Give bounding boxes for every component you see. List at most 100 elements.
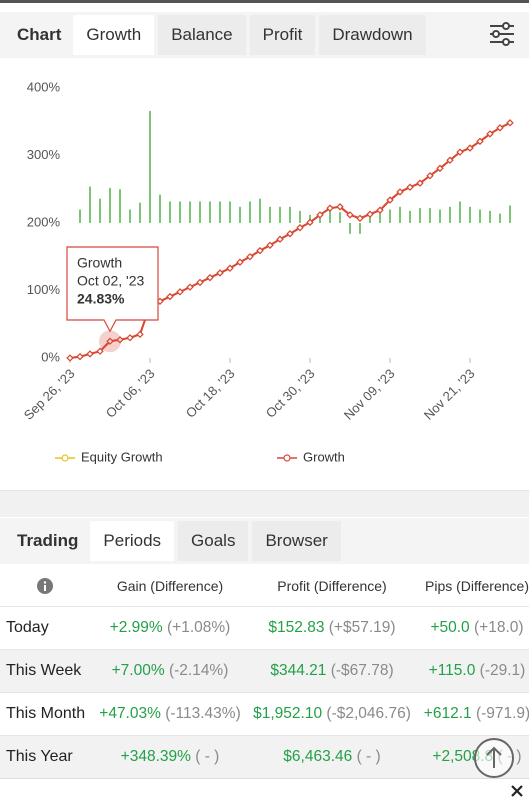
cell: $6,463.46 ( - ) (283, 748, 380, 766)
point (326, 204, 334, 212)
cell-value: $1,952.10 (253, 705, 323, 722)
bar (189, 201, 191, 223)
tabs-label: Chart (17, 25, 62, 44)
separator (0, 490, 529, 517)
bar (339, 212, 341, 223)
table-row: Today +2.99% (+1.08%) $152.83 (+$57.19) +50… (0, 607, 529, 650)
tab[interactable]: Browser (252, 521, 341, 561)
point (336, 203, 344, 211)
cell-difference: (+$57.19) (328, 619, 396, 636)
legend-item[interactable]: Equity Growth (55, 449, 163, 464)
cell-value: +2.99% (109, 619, 163, 636)
legend-marker (283, 454, 291, 462)
bar (249, 201, 251, 223)
point (96, 347, 104, 355)
bottom-bar (0, 778, 529, 801)
point (126, 334, 134, 342)
line (69, 121, 511, 359)
cell-difference: (-29.1) (479, 662, 526, 679)
bar (199, 201, 201, 223)
cell: $344.21 (-$67.78) (270, 662, 393, 680)
y-tick-label: 0% (41, 349, 60, 364)
table-row: This Year +348.39% ( - ) $6,463.46 ( - ) +2… (0, 736, 529, 779)
cell-value: +115.0 (428, 662, 476, 679)
bar (369, 216, 371, 223)
point (76, 352, 84, 361)
bar (89, 186, 91, 223)
x-tick-label: Oct 18, '23 (183, 366, 238, 421)
x-tick-label: Sep 26, '23 (21, 366, 78, 423)
legend-item[interactable]: Growth (277, 449, 345, 464)
cell-difference: ( - ) (195, 748, 220, 765)
cell-difference: (-$2,046.76) (326, 705, 411, 722)
table-row: This Week +7.00% (-2.14%) $344.21 (-$67.78… (0, 650, 529, 693)
cell: +115.0 (-29.1) (429, 662, 526, 680)
cell-value: $6,463.46 (283, 748, 353, 765)
point (246, 253, 254, 261)
x-tick-label: Oct 06, '23 (103, 366, 158, 421)
y-tick-label: 400% (27, 79, 61, 94)
line (69, 121, 511, 359)
info-icon[interactable] (37, 578, 53, 594)
point (256, 246, 264, 255)
bar (439, 209, 441, 223)
bar (469, 206, 471, 223)
cell-difference: (+1.08%) (167, 619, 231, 636)
bar (229, 201, 231, 223)
point (426, 172, 434, 180)
cell-value: +47.03% (99, 705, 161, 722)
column-header: Gain (Difference) (116, 578, 224, 594)
tab[interactable]: Periods (90, 521, 175, 561)
cell-difference: (-971.9) (475, 705, 529, 722)
settings-icon[interactable] (490, 22, 514, 46)
cell-difference: (-$67.78) (330, 662, 394, 679)
cell: $152.83 (+$57.19) (268, 619, 395, 637)
cell-value: +7.00% (111, 662, 165, 679)
bar (129, 209, 131, 223)
point (376, 206, 384, 214)
point (456, 148, 464, 156)
hover-halo (99, 330, 121, 353)
tab[interactable]: Growth (73, 15, 155, 55)
trading-tabs: Trading Periods Goals Browser (0, 518, 529, 564)
point (186, 283, 194, 291)
point (416, 179, 424, 187)
row-label: This Month (6, 705, 86, 722)
point (206, 273, 214, 282)
row-label: This Week (6, 662, 82, 679)
close-icon[interactable] (511, 785, 523, 797)
cell: +2.99% (+1.08%) (110, 619, 231, 637)
x-tick-label: Nov 21, '23 (421, 366, 478, 423)
bar (509, 205, 511, 223)
point (196, 278, 204, 287)
x-tick-label: Oct 30, '23 (263, 366, 318, 421)
legend-label: Equity Growth (81, 449, 163, 464)
bar (359, 223, 361, 234)
bar (279, 206, 281, 223)
point (286, 230, 294, 238)
cell: +47.03% (-113.43%) (99, 705, 240, 723)
tabs-label: Trading (17, 531, 79, 550)
point (66, 354, 74, 362)
point (226, 264, 234, 272)
y-tick-label: 100% (27, 282, 61, 297)
point (276, 235, 284, 243)
scroll-top-button[interactable] (472, 736, 516, 780)
table-row: This Month +47.03% (-113.43%) $1,952.10 (-… (0, 693, 529, 736)
tab[interactable]: Profit (249, 15, 316, 55)
point (166, 292, 174, 301)
bar (399, 206, 401, 223)
point (396, 188, 404, 196)
point (116, 336, 124, 344)
tab[interactable]: Balance (158, 15, 246, 55)
point (346, 211, 354, 219)
tab[interactable]: Drawdown (319, 15, 426, 55)
cell-value: +612.1 (423, 705, 472, 722)
bar (259, 198, 261, 223)
bar (449, 206, 451, 223)
bar (479, 209, 481, 223)
tab[interactable]: Goals (178, 521, 249, 561)
bar (409, 210, 411, 223)
point (476, 137, 484, 146)
